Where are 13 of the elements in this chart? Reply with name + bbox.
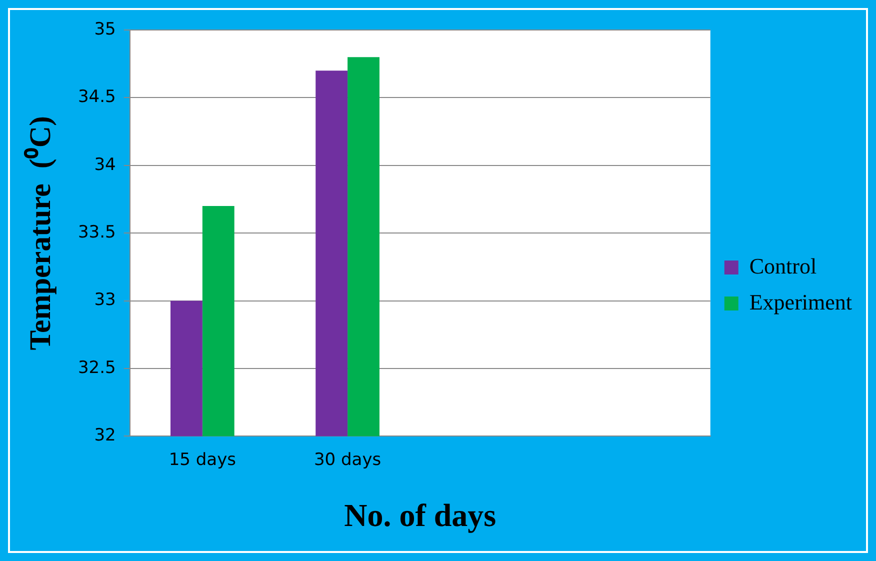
y-tick-label: 32.5 bbox=[78, 358, 116, 378]
y-tick-label: 33 bbox=[94, 290, 116, 310]
y-tick-label: 34 bbox=[94, 154, 116, 175]
x-tick-label: 30 days bbox=[314, 450, 382, 470]
y-tick-label: 34.5 bbox=[78, 87, 116, 108]
y-axis-title: Temperature (⁰C) bbox=[22, 116, 57, 350]
y-tick-label: 33.5 bbox=[78, 222, 116, 243]
y-tick-label: 32 bbox=[94, 426, 116, 446]
y-tick-label: 35 bbox=[94, 19, 116, 40]
legend-label: Control bbox=[749, 253, 817, 278]
x-axis-title: No. of days bbox=[344, 497, 496, 534]
legend-label: Experiment bbox=[749, 289, 852, 314]
x-tick-label: 15 days bbox=[168, 450, 236, 470]
